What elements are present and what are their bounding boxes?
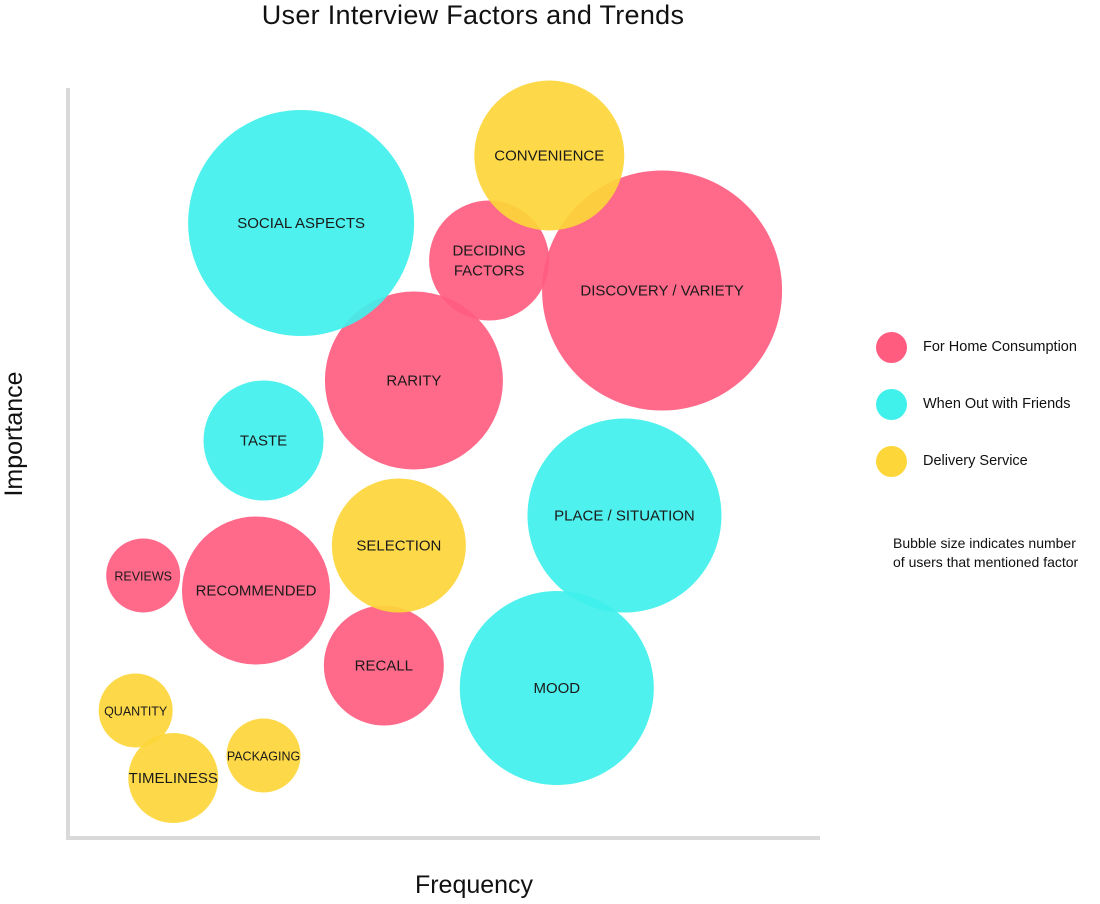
x-axis-label: Frequency	[414, 871, 534, 899]
bubble-recommended	[182, 516, 330, 665]
bubble-label-recommended: RECOMMENDED	[196, 583, 317, 600]
legend-label-delivery: Delivery Service	[923, 453, 1028, 469]
bubble-label-timeliness: TIMELINESS	[129, 770, 218, 787]
bubble-taste	[203, 380, 324, 501]
bubble-size-note-line-2: of users that mentioned factor	[893, 554, 1079, 570]
legend-swatch-delivery	[876, 445, 907, 477]
legend: For Home Consumption When Out with Frien…	[876, 330, 1100, 501]
bubble-deciding-factors	[429, 200, 550, 321]
bubble-mood	[459, 591, 654, 785]
bubble-label-reviews: REVIEWS	[114, 570, 172, 584]
bubble-label-mood: MOOD	[533, 680, 580, 697]
legend-swatch-home	[876, 331, 907, 363]
bubble-label-rarity: RARITY	[386, 373, 441, 390]
bubble-quantity	[98, 673, 173, 748]
bubble-label-taste: TASTE	[240, 433, 287, 450]
bubble-label-selection: SELECTION	[356, 538, 441, 555]
legend-item-delivery: Delivery Service	[876, 444, 1100, 478]
bubble-layer	[98, 80, 783, 823]
bubble-rarity	[324, 291, 503, 470]
legend-item-friends: When Out with Friends	[876, 387, 1100, 421]
bubble-convenience	[474, 80, 625, 231]
bubble-packaging	[226, 718, 301, 793]
bubble-selection	[331, 478, 466, 613]
bubble-label-recall: RECALL	[355, 658, 413, 675]
bubble-label-convenience: CONVENIENCE	[494, 148, 604, 165]
legend-label-home: For Home Consumption	[923, 339, 1077, 355]
bubble-recall	[323, 605, 444, 726]
bubble-size-note: Bubble size indicates number of users th…	[893, 534, 1100, 572]
chart-axes	[66, 88, 820, 840]
bubble-size-note-line-1: Bubble size indicates number	[893, 535, 1076, 551]
legend-swatch-friends	[876, 388, 907, 420]
bubble-place-situation	[527, 418, 722, 613]
bubble-label-social-aspects: SOCIAL ASPECTS	[237, 215, 365, 232]
chart-title: User Interview Factors and Trends	[261, 0, 685, 30]
legend-label-friends: When Out with Friends	[923, 396, 1071, 412]
bubble-label-discovery-variety: DISCOVERY / VARIETY	[580, 283, 743, 300]
bubble-timeliness	[128, 733, 219, 823]
bubble-label-deciding-factors: DECIDING FACTORS	[452, 243, 525, 280]
bubble-reviews	[106, 538, 181, 613]
legend-item-home: For Home Consumption	[876, 330, 1100, 364]
bubble-discovery-variety	[542, 170, 783, 411]
bubble-label-layer: DISCOVERY / VARIETY DECIDING FACTORS RARITY…	[104, 148, 744, 788]
bubble-label-packaging: PACKAGING	[227, 750, 300, 764]
bubble-label-place-situation: PLACE / SITUATION	[554, 508, 695, 525]
bubble-social-aspects	[188, 110, 415, 336]
bubble-label-quantity: QUANTITY	[104, 705, 168, 719]
